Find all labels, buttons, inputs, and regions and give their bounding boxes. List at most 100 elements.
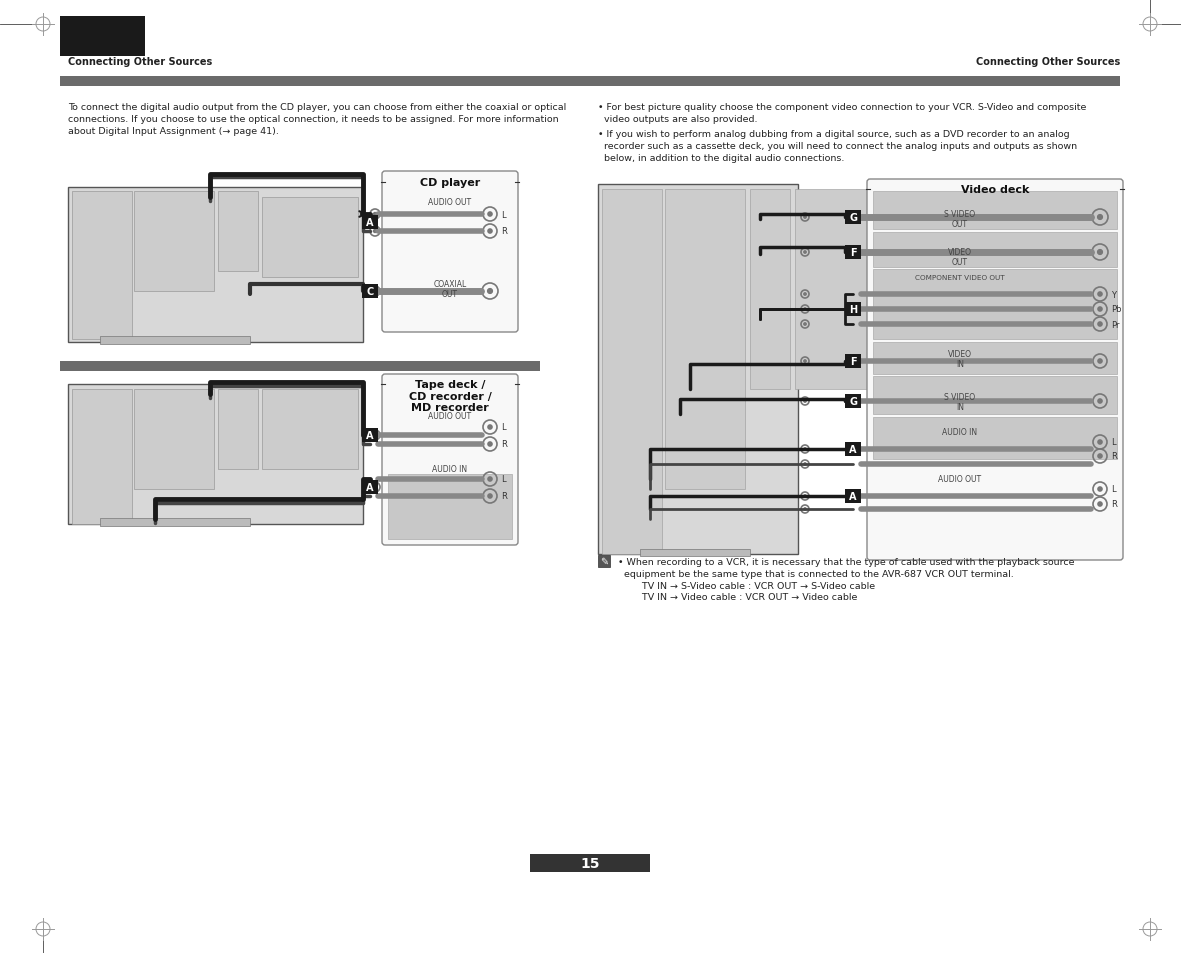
Circle shape xyxy=(804,252,807,253)
Text: F: F xyxy=(849,248,856,257)
Text: G: G xyxy=(849,396,857,407)
Bar xyxy=(68,385,363,524)
Bar xyxy=(389,475,513,539)
FancyBboxPatch shape xyxy=(381,172,518,333)
Text: R: R xyxy=(501,440,507,449)
Bar xyxy=(844,303,861,316)
Circle shape xyxy=(804,360,807,363)
Text: A: A xyxy=(366,431,373,440)
Bar xyxy=(598,185,798,555)
Circle shape xyxy=(804,508,807,511)
Bar xyxy=(844,490,861,503)
Text: F: F xyxy=(849,356,856,367)
Bar xyxy=(262,390,358,470)
Text: VIDEO
IN: VIDEO IN xyxy=(948,350,972,369)
Text: CD player: CD player xyxy=(420,178,481,188)
Bar xyxy=(598,556,611,567)
Text: R: R xyxy=(501,492,507,501)
Bar xyxy=(873,343,1117,375)
Bar xyxy=(750,190,790,390)
Circle shape xyxy=(488,495,492,498)
Bar xyxy=(665,190,745,490)
Circle shape xyxy=(373,213,377,216)
Circle shape xyxy=(804,323,807,326)
Bar xyxy=(60,77,1120,87)
Circle shape xyxy=(1098,293,1102,296)
Circle shape xyxy=(1098,440,1102,445)
Bar xyxy=(133,390,214,490)
Text: ✎: ✎ xyxy=(600,557,608,566)
Circle shape xyxy=(373,486,377,489)
Bar xyxy=(60,17,145,57)
Bar xyxy=(133,192,214,292)
Text: To connect the digital audio output from the CD player, you can choose from eith: To connect the digital audio output from… xyxy=(68,103,566,135)
Circle shape xyxy=(804,294,807,295)
Text: Tape deck /
CD recorder /
MD recorder: Tape deck / CD recorder / MD recorder xyxy=(409,379,491,413)
Text: Pr: Pr xyxy=(1111,320,1120,329)
Circle shape xyxy=(1098,399,1102,404)
Circle shape xyxy=(488,290,492,294)
Text: S VIDEO
IN: S VIDEO IN xyxy=(945,393,976,412)
Text: S VIDEO
OUT: S VIDEO OUT xyxy=(945,210,976,229)
Bar xyxy=(795,190,890,390)
Bar xyxy=(844,355,861,369)
Bar xyxy=(100,336,250,345)
Circle shape xyxy=(804,448,807,451)
Circle shape xyxy=(804,463,807,466)
Text: Connecting Other Sources: Connecting Other Sources xyxy=(976,57,1120,67)
Bar xyxy=(844,442,861,456)
Text: L: L xyxy=(501,423,505,432)
Text: R: R xyxy=(501,227,507,236)
Text: H: H xyxy=(849,305,857,314)
Text: Pb: Pb xyxy=(1111,305,1122,314)
Text: COMPONENT VIDEO OUT: COMPONENT VIDEO OUT xyxy=(915,274,1005,281)
Bar xyxy=(602,190,663,555)
Bar xyxy=(72,390,132,524)
Circle shape xyxy=(1098,487,1102,492)
Circle shape xyxy=(1098,322,1102,327)
Bar xyxy=(68,188,363,343)
Circle shape xyxy=(804,309,807,311)
Text: • When recording to a VCR, it is necessary that the type of cable used with the : • When recording to a VCR, it is necessa… xyxy=(618,558,1075,601)
Bar xyxy=(60,361,540,372)
Circle shape xyxy=(373,434,377,437)
Circle shape xyxy=(804,400,807,403)
Text: A: A xyxy=(366,482,373,493)
Text: AUDIO IN: AUDIO IN xyxy=(942,428,978,436)
Circle shape xyxy=(804,496,807,497)
Circle shape xyxy=(804,216,807,219)
Text: C: C xyxy=(366,287,373,296)
Bar xyxy=(873,192,1117,230)
Circle shape xyxy=(1098,359,1102,364)
Circle shape xyxy=(1098,308,1102,312)
Text: 15: 15 xyxy=(580,856,600,870)
Bar xyxy=(363,480,378,495)
Bar xyxy=(363,429,378,442)
Text: A: A xyxy=(849,492,856,501)
FancyBboxPatch shape xyxy=(867,180,1123,560)
Text: COAXIAL
OUT: COAXIAL OUT xyxy=(433,280,466,299)
Text: L: L xyxy=(1111,485,1116,494)
Text: L: L xyxy=(501,211,505,219)
Text: L: L xyxy=(1111,438,1116,447)
Bar xyxy=(100,518,250,526)
Circle shape xyxy=(488,425,492,430)
Bar xyxy=(363,215,378,230)
Circle shape xyxy=(1098,455,1102,458)
Circle shape xyxy=(488,213,492,217)
Bar xyxy=(218,390,257,470)
Text: AUDIO OUT: AUDIO OUT xyxy=(429,198,471,207)
Text: AUDIO OUT: AUDIO OUT xyxy=(939,475,981,483)
Circle shape xyxy=(373,291,377,294)
Bar xyxy=(873,270,1117,339)
Bar xyxy=(72,192,132,339)
Bar xyxy=(873,417,1117,459)
Text: L: L xyxy=(501,475,505,484)
Text: R: R xyxy=(1111,500,1117,509)
Text: Y: Y xyxy=(1111,291,1116,299)
Bar xyxy=(873,233,1117,268)
Text: AUDIO IN: AUDIO IN xyxy=(432,464,468,474)
Text: • If you wish to perform analog dubbing from a digital source, such as a DVD rec: • If you wish to perform analog dubbing … xyxy=(598,130,1077,162)
Bar xyxy=(218,192,257,272)
Circle shape xyxy=(488,230,492,233)
